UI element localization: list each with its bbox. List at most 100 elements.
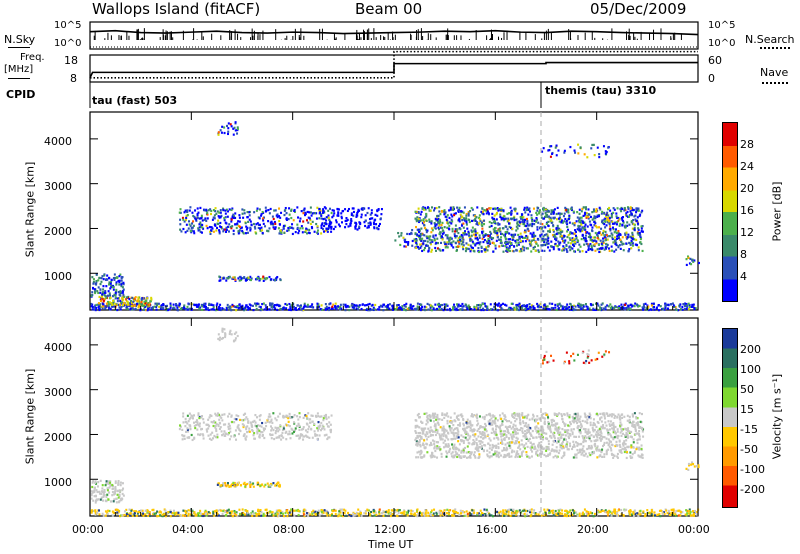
range-cell xyxy=(325,512,328,515)
range-cell xyxy=(544,211,547,215)
range-cell xyxy=(564,239,567,242)
range-cell xyxy=(243,434,246,437)
range-cell xyxy=(128,508,131,511)
range-cell xyxy=(543,307,546,310)
range-cell xyxy=(692,260,695,263)
range-cell xyxy=(308,425,311,428)
range-cell xyxy=(321,227,324,231)
range-cell xyxy=(159,307,162,310)
range-cell xyxy=(630,236,633,239)
range-cell xyxy=(577,305,580,309)
range-cell xyxy=(526,307,529,311)
range-cell xyxy=(524,211,527,214)
range-cell xyxy=(212,512,215,515)
range-cell xyxy=(107,300,110,304)
range-cell xyxy=(474,218,477,221)
range-cell xyxy=(378,306,381,309)
range-cell xyxy=(493,214,496,217)
range-cell xyxy=(218,229,221,232)
range-cell xyxy=(255,416,258,419)
range-cell xyxy=(312,509,315,512)
range-cell xyxy=(450,244,453,247)
range-cell xyxy=(212,216,215,219)
range-cell xyxy=(543,233,546,237)
range-cell xyxy=(506,509,509,512)
range-cell xyxy=(245,304,248,307)
range-cell xyxy=(373,509,376,512)
range-cell xyxy=(586,307,589,310)
range-cell xyxy=(461,210,464,213)
range-cell xyxy=(637,249,640,252)
range-cell xyxy=(161,513,164,516)
range-cell xyxy=(551,511,554,515)
range-cell xyxy=(189,230,192,233)
range-cell xyxy=(662,512,665,515)
range-cell xyxy=(398,235,401,238)
range-cell xyxy=(481,237,484,240)
range-cell xyxy=(185,430,188,433)
range-cell xyxy=(107,305,110,308)
range-cell xyxy=(332,209,335,212)
range-cell xyxy=(113,493,116,496)
range-cell xyxy=(530,306,533,309)
range-cell xyxy=(527,229,530,233)
range-cell xyxy=(586,156,589,159)
range-cell xyxy=(488,234,491,237)
range-cell xyxy=(222,423,225,426)
range-cell xyxy=(322,208,325,211)
range-cell xyxy=(567,234,570,237)
range-cell xyxy=(234,212,237,215)
range-cell xyxy=(466,227,469,230)
range-cell xyxy=(618,235,621,238)
range-cell xyxy=(597,511,600,514)
range-cell xyxy=(590,303,593,307)
range-cell xyxy=(496,304,499,307)
range-cell xyxy=(574,151,577,154)
range-cell xyxy=(277,514,280,517)
range-cell xyxy=(99,498,102,501)
range-cell xyxy=(278,412,281,415)
range-cell xyxy=(308,418,311,421)
range-cell xyxy=(633,223,636,226)
range-cell xyxy=(458,206,461,209)
range-cell xyxy=(612,207,615,210)
range-cell xyxy=(472,214,475,217)
range-cell xyxy=(516,510,519,513)
range-cell xyxy=(548,145,551,148)
range-cell xyxy=(487,237,490,241)
range-cell xyxy=(115,283,118,286)
range-cell xyxy=(340,217,343,220)
range-cell xyxy=(122,288,125,291)
range-cell xyxy=(264,508,267,511)
range-cell xyxy=(538,209,541,212)
range-cell xyxy=(431,229,434,232)
range-cell xyxy=(627,250,630,253)
range-cell xyxy=(193,437,196,440)
range-cell xyxy=(227,127,230,130)
range-cell xyxy=(622,306,625,309)
range-cell xyxy=(447,512,450,515)
range-cell xyxy=(593,244,596,248)
range-cell xyxy=(632,219,635,222)
range-cell xyxy=(93,306,96,309)
range-cell xyxy=(561,236,564,239)
range-cell xyxy=(496,233,499,237)
range-cell xyxy=(504,512,507,516)
range-cell xyxy=(198,223,201,226)
range-cell xyxy=(186,427,189,430)
range-cell xyxy=(196,305,199,308)
range-cell xyxy=(467,210,470,214)
range-cell xyxy=(462,211,465,214)
range-cell xyxy=(367,303,370,306)
range-cell xyxy=(455,235,458,238)
range-cell xyxy=(565,243,568,247)
range-cell xyxy=(430,514,433,517)
range-cell xyxy=(587,208,590,211)
range-cell xyxy=(337,211,340,214)
range-cell xyxy=(411,239,414,243)
range-cell xyxy=(687,512,690,515)
range-cell xyxy=(619,233,622,236)
range-cell xyxy=(227,130,230,133)
range-cell xyxy=(423,248,426,252)
range-cell xyxy=(110,302,113,305)
